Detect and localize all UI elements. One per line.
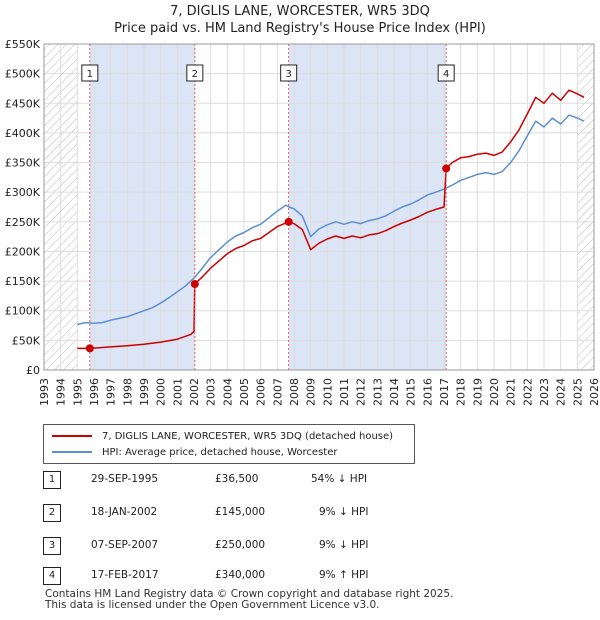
transaction-price: £340,000 [215, 569, 266, 581]
x-tick-label: 2006 [255, 378, 268, 406]
transaction-number: 3 [43, 537, 61, 555]
x-tick-label: 2014 [388, 378, 401, 406]
hpi-series-line [77, 114, 585, 326]
y-tick-label: £250K [5, 216, 41, 229]
y-tick-label: £100K [5, 305, 41, 318]
sale-marker-box [280, 64, 298, 82]
transaction-date: 07-SEP-2007 [91, 539, 159, 551]
x-tick-label: 2008 [288, 378, 301, 406]
x-tick-label: 2020 [488, 378, 501, 406]
transaction-hpi-diff: 9% ↓ HPI [319, 539, 369, 551]
transaction-number: 1 [43, 471, 61, 489]
y-tick-label: £400K [5, 127, 41, 140]
table-row: 1 29-SEP-1995 £36,500 54% ↓ HPI [43, 471, 443, 489]
x-tick-label: 2013 [371, 378, 384, 406]
sale-marker-label: 4 [443, 69, 449, 80]
x-tick-label: 1996 [88, 378, 101, 406]
y-tick-label: £50K [12, 334, 41, 347]
transaction-price: £145,000 [215, 506, 266, 518]
x-tick-label: 2024 [555, 378, 568, 406]
chart-title-block: 7, DIGLIS LANE, WORCESTER, WR5 3DQ Price… [0, 3, 600, 37]
sale-point [442, 164, 451, 173]
x-tick-label: 2004 [221, 378, 234, 406]
x-tick-label: 2010 [321, 378, 334, 406]
transaction-hpi-diff: 9% ↑ HPI [319, 569, 369, 581]
x-tick-label: 1999 [138, 378, 151, 406]
legend: 7, DIGLIS LANE, WORCESTER, WR5 3DQ (deta… [43, 424, 415, 464]
x-tick-label: 2016 [421, 378, 434, 406]
transaction-hpi-diff: 54% ↓ HPI [311, 473, 368, 485]
sale-marker-label: 2 [192, 69, 198, 80]
x-tick-label: 2015 [405, 378, 418, 406]
x-tick-label: 2009 [305, 378, 318, 406]
sale-marker-box [437, 64, 455, 82]
shaded-range [288, 44, 447, 370]
transaction-date: 29-SEP-1995 [91, 473, 159, 485]
transaction-hpi-diff: 9% ↓ HPI [319, 506, 369, 518]
chart-subtitle: Price paid vs. HM Land Registry's House … [114, 21, 486, 36]
sale-marker-label: 1 [87, 69, 93, 80]
y-tick-label: £450K [5, 97, 41, 110]
table-row: 2 18-JAN-2002 £145,000 9% ↓ HPI [43, 504, 443, 522]
chart-title: 7, DIGLIS LANE, WORCESTER, WR5 3DQ [170, 4, 430, 19]
y-tick-label: £500K [5, 68, 41, 81]
x-tick-label: 2005 [238, 378, 251, 406]
sale-point [190, 280, 199, 289]
table-row: 4 17-FEB-2017 £340,000 9% ↑ HPI [43, 567, 443, 585]
x-tick-label: 2007 [271, 378, 284, 406]
x-tick-label: 2022 [521, 378, 534, 406]
x-tick-label: 2021 [505, 378, 518, 406]
y-tick-label: £150K [5, 275, 41, 288]
x-tick-label: 2017 [438, 378, 451, 406]
hatched-range [577, 44, 594, 370]
footer-copyright: Contains HM Land Registry data © Crown c… [45, 588, 454, 600]
transaction-price: £36,500 [215, 473, 259, 485]
transaction-price: £250,000 [215, 539, 266, 551]
legend-item-hpi: HPI: Average price, detached house, Worc… [52, 445, 337, 459]
transaction-number: 2 [43, 504, 61, 522]
sale-marker-box [81, 64, 99, 82]
y-tick-label: £350K [5, 157, 41, 170]
transaction-date: 18-JAN-2002 [91, 506, 158, 518]
table-row: 3 07-SEP-2007 £250,000 9% ↓ HPI [43, 537, 443, 555]
x-tick-label: 1993 [38, 378, 51, 406]
sale-marker-box [186, 64, 204, 82]
x-tick-label: 2011 [338, 378, 351, 406]
sale-point [85, 344, 94, 353]
x-tick-label: 2000 [155, 378, 168, 406]
legend-swatch-property [52, 435, 92, 437]
x-tick-label: 1998 [121, 378, 134, 406]
y-tick-label: £300K [5, 186, 41, 199]
transaction-number: 4 [43, 567, 61, 585]
x-tick-label: 2018 [455, 378, 468, 406]
x-tick-label: 2002 [188, 378, 201, 406]
property-series-line [77, 89, 585, 350]
footer: Contains HM Land Registry data © Crown c… [45, 589, 453, 611]
sale-point [284, 217, 293, 226]
x-tick-label: 2019 [471, 378, 484, 406]
x-tick-label: 2023 [538, 378, 551, 406]
legend-swatch-hpi [52, 451, 92, 453]
sale-marker-label: 3 [285, 69, 291, 80]
y-tick-label: £0 [26, 364, 40, 377]
price-chart: 1 2 3 4 £0 £50K £100K £150K £200K £250K £300K £350… [5, 38, 600, 406]
x-tick-label: 2025 [571, 378, 584, 406]
x-tick-label: 1997 [105, 378, 118, 406]
y-tick-label: £200K [5, 245, 41, 258]
legend-item-property: 7, DIGLIS LANE, WORCESTER, WR5 3DQ (deta… [52, 429, 393, 443]
y-tick-label: £550K [5, 38, 41, 51]
transaction-date: 17-FEB-2017 [91, 569, 159, 581]
x-tick-label: 2026 [588, 378, 600, 406]
x-tick-label: 1994 [55, 378, 68, 406]
footer-license: This data is licensed under the Open Gov… [45, 599, 380, 611]
x-tick-label: 1995 [71, 378, 84, 406]
x-tick-label: 2001 [171, 378, 184, 406]
x-tick-label: 2012 [355, 378, 368, 406]
x-tick-label: 2003 [205, 378, 218, 406]
legend-label-hpi: HPI: Average price, detached house, Worc… [102, 446, 338, 458]
plot-frame [43, 43, 595, 371]
legend-label-property: 7, DIGLIS LANE, WORCESTER, WR5 3DQ (deta… [102, 430, 394, 442]
